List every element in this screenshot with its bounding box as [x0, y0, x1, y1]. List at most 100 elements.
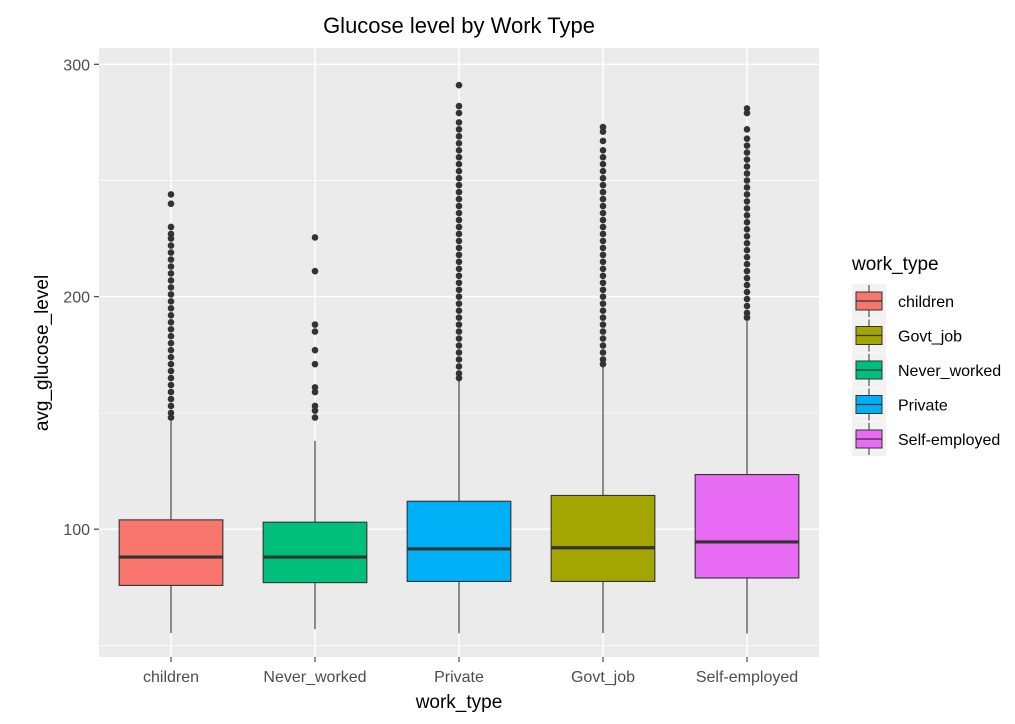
outlier-point [455, 140, 463, 147]
legend-item-children: children [852, 284, 954, 318]
outlier-point [455, 195, 463, 203]
outlier-point [599, 174, 607, 182]
outlier-point [599, 328, 607, 335]
legend-label: Never_worked [898, 363, 1001, 380]
outlier-point [311, 267, 319, 275]
outlier-point [743, 177, 751, 184]
legend-label: Private [898, 398, 948, 415]
outlier-point [455, 258, 463, 266]
outlier-point [599, 321, 607, 328]
outlier-point [167, 223, 175, 231]
outlier-point [167, 318, 175, 326]
legend-item-Self-employed: Self-employed [852, 422, 1000, 456]
outlier-point [311, 360, 319, 368]
outlier-point [311, 414, 319, 421]
outlier-point [599, 258, 607, 266]
outlier-point [599, 216, 607, 224]
outlier-point [743, 288, 751, 296]
outlier-point [167, 263, 175, 270]
outlier-point [743, 105, 751, 112]
outlier-point [743, 126, 751, 133]
outlier-point [167, 414, 175, 421]
outlier-point [743, 156, 751, 163]
legend-label: Govt_job [898, 329, 962, 346]
box-body [118, 519, 224, 586]
outlier-point [455, 349, 463, 356]
outlier-point [455, 216, 463, 224]
outlier-point [455, 356, 463, 363]
outlier-point [311, 321, 319, 328]
outlier-point [743, 309, 751, 317]
y-tick-label: 100 [63, 522, 90, 539]
outlier-point [167, 353, 175, 361]
x-tick-label: Private [434, 669, 484, 686]
outlier-point [743, 260, 751, 268]
outlier-point [743, 205, 751, 212]
outlier-point [311, 328, 319, 335]
outlier-point [167, 381, 175, 389]
outlier-point [455, 119, 463, 126]
outlier-point [311, 346, 319, 354]
outlier-point [743, 142, 751, 149]
outlier-point [167, 312, 175, 319]
outlier-point [599, 153, 607, 161]
outlier-point [167, 256, 175, 263]
outlier-point [599, 360, 607, 368]
outlier-point [455, 370, 463, 377]
outlier-point [311, 234, 319, 241]
legend-item-Never_worked: Never_worked [852, 353, 1001, 387]
outlier-point [743, 274, 751, 282]
outlier-point [743, 295, 751, 303]
outlier-point [167, 298, 175, 305]
outlier-point [167, 284, 175, 291]
box-children [118, 191, 224, 634]
legend-item-Private: Private [852, 387, 948, 422]
chart-title: Glucose level by Work Type [323, 13, 595, 38]
outlier-point [599, 300, 607, 307]
outlier-point [167, 325, 175, 333]
outlier-point [599, 293, 607, 301]
outlier-point [167, 305, 175, 312]
outlier-point [455, 279, 463, 287]
legend-items: children Govt_job Never_worked Private Self-… [852, 284, 1001, 456]
outlier-point [455, 188, 463, 196]
outlier-point [455, 202, 463, 210]
outlier-point [455, 181, 463, 189]
box-Never_worked [262, 234, 368, 630]
box-Private [406, 81, 512, 634]
x-tick-label: Never_worked [263, 669, 366, 686]
outlier-point [455, 230, 463, 238]
outlier-point [599, 279, 607, 287]
outlier-point [455, 265, 463, 273]
outlier-point [599, 335, 607, 342]
outlier-point [599, 272, 607, 280]
box-series [118, 81, 800, 634]
outlier-point [599, 349, 607, 356]
outlier-point [311, 388, 319, 396]
outlier-point [455, 293, 463, 301]
outlier-point [599, 356, 607, 363]
outlier-point [743, 219, 751, 226]
outlier-point [455, 167, 463, 175]
outlier-point [599, 188, 607, 196]
outlier-point [167, 339, 175, 347]
box-Self-employed [694, 105, 800, 634]
x-axis: children Never_worked Private Govt_job Self-… [143, 657, 798, 686]
outlier-point [167, 402, 175, 410]
outlier-point [599, 202, 607, 210]
outlier-point [455, 153, 463, 161]
outlier-point [455, 237, 463, 245]
outlier-point [599, 230, 607, 238]
outlier-point [167, 200, 175, 208]
outlier-point [743, 109, 751, 117]
x-tick-label: children [143, 669, 199, 686]
outlier-point [455, 328, 463, 335]
outlier-point [599, 342, 607, 349]
y-tick-label: 200 [63, 290, 90, 307]
box-body [550, 494, 656, 583]
outlier-point [599, 181, 607, 189]
outlier-point [455, 363, 463, 370]
box-Govt_job [550, 123, 656, 634]
outlier-point [455, 251, 463, 259]
outlier-point [743, 314, 751, 321]
